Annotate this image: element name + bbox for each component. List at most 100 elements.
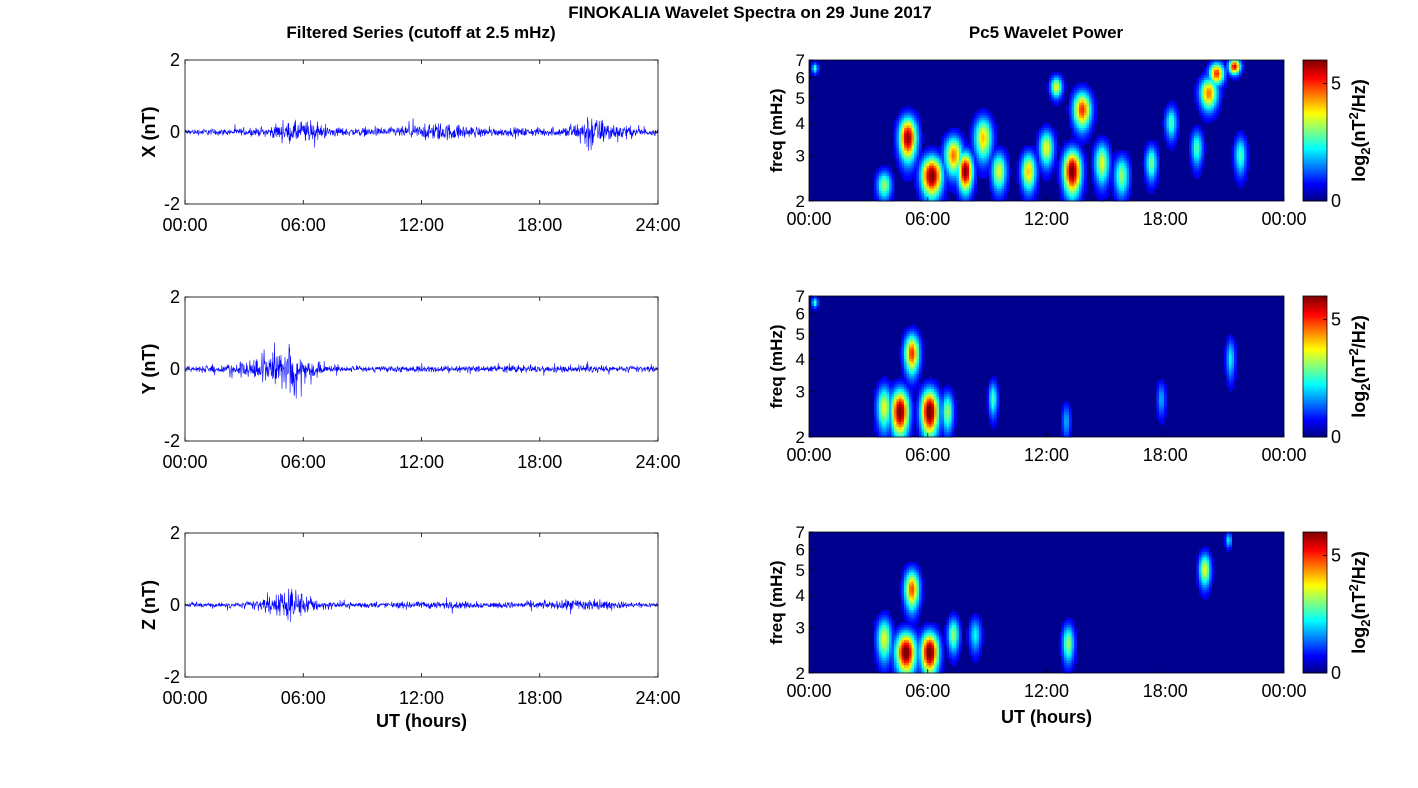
heatmap-cell (951, 130, 955, 134)
heatmap-cell (1071, 110, 1075, 114)
heatmap-cell (896, 127, 900, 131)
heatmap-cell (921, 394, 925, 398)
heatmap-cell (1071, 102, 1075, 106)
heatmap-cell (964, 195, 967, 199)
heatmap-cell (1194, 173, 1197, 177)
heatmap-cell (1209, 67, 1212, 71)
heatmap-cell (1021, 198, 1025, 202)
heatmap-cell (929, 384, 932, 388)
heatmap-cell (969, 178, 972, 182)
heatmap-cell (919, 165, 922, 169)
heatmap-cell (1089, 122, 1092, 126)
heatmap-cell (1101, 190, 1105, 194)
heatmap-cell (986, 389, 990, 393)
heatmap-cell (1056, 165, 1060, 169)
heatmap-cell (939, 158, 942, 162)
heatmap-cell (934, 148, 937, 152)
heatmap-cell (919, 363, 922, 367)
heatmap-cell (1081, 122, 1085, 126)
heatmap-cell (1126, 165, 1130, 169)
heatmap-cell (919, 394, 922, 398)
heatmap-cell (1096, 165, 1100, 169)
heatmap-cell (1051, 148, 1055, 152)
heatmap-cell (1166, 105, 1170, 109)
heatmap-cell (906, 135, 910, 139)
heatmap-cell (1074, 120, 1077, 124)
heatmap-cell (879, 173, 882, 177)
heatmap-cell (1056, 163, 1060, 167)
heatmap-cell (946, 140, 950, 144)
heatmap-cell (1171, 110, 1175, 114)
heatmap-cell (1234, 371, 1237, 375)
heatmap-cell (946, 168, 950, 172)
heatmap-cell (934, 163, 937, 167)
heatmap-cell (931, 429, 935, 433)
heatmap-cell (926, 421, 930, 425)
heatmap-cell (971, 195, 975, 199)
heatmap-cell (1084, 120, 1087, 124)
heatmap-cell (1159, 401, 1162, 405)
heatmap-cell (986, 125, 990, 129)
heatmap-cell (916, 120, 920, 124)
heatmap-cell (1201, 130, 1205, 134)
heatmap-cell (1206, 547, 1210, 551)
heatmap-cell (1119, 150, 1122, 154)
heatmap-cell (996, 198, 1000, 202)
heatmap-cell (1054, 148, 1057, 152)
heatmap-cell (1204, 584, 1207, 588)
heatmap-cell (929, 416, 932, 420)
heatmap-cell (901, 399, 905, 403)
heatmap-cell (879, 411, 882, 415)
heatmap-cell (1069, 198, 1072, 202)
heatmap-cell (916, 175, 920, 179)
heatmap-cell (1111, 180, 1115, 184)
heatmap-cell (1094, 163, 1097, 167)
heatmap-cell (1046, 150, 1050, 154)
heatmap-cell (1059, 155, 1062, 159)
heatmap-cell (1196, 107, 1200, 111)
x-tick-label: 06:00 (281, 452, 326, 472)
heatmap-cell (904, 594, 907, 598)
heatmap-cell (884, 406, 887, 410)
heatmap-cell (954, 424, 957, 428)
heatmap-cell (916, 426, 920, 430)
heatmap-cell (901, 122, 905, 126)
heatmap-cell (906, 122, 910, 126)
heatmap-cell (914, 155, 917, 159)
heatmap-cell (919, 358, 922, 362)
heatmap-cell (886, 406, 890, 410)
heatmap-cell (899, 419, 902, 423)
x-tick-label: 18:00 (1143, 209, 1188, 229)
heatmap-cell (1076, 148, 1080, 152)
heatmap-cell (1076, 198, 1080, 202)
heatmap-cell (999, 153, 1002, 157)
heatmap-cell (1059, 183, 1062, 187)
heatmap-cell (916, 127, 920, 131)
heatmap-cell (931, 426, 935, 430)
heatmap-cell (1119, 180, 1122, 184)
heatmap-cell (934, 379, 937, 383)
heatmap-cell (1031, 173, 1035, 177)
heatmap-cell (909, 168, 912, 172)
heatmap-cell (934, 155, 937, 159)
heatmap-cell (1156, 401, 1160, 405)
heatmap-cell (1201, 579, 1205, 583)
heatmap-cell (924, 155, 927, 159)
heatmap-cell (1109, 160, 1112, 164)
heatmap-cell (891, 391, 895, 395)
heatmap-cell (909, 173, 912, 177)
heatmap-cell (1051, 155, 1055, 159)
heatmap-cell (1001, 158, 1005, 162)
heatmap-cell (909, 584, 912, 588)
heatmap-cell (1081, 140, 1085, 144)
heatmap-cell (1201, 552, 1205, 556)
heatmap-cell (934, 416, 937, 420)
heatmap-cell (916, 328, 920, 332)
heatmap-cell (936, 399, 940, 403)
heatmap-cell (1091, 115, 1095, 119)
heatmap-cell (1024, 193, 1027, 197)
heatmap-cell (1226, 356, 1230, 360)
heatmap-cell (941, 190, 945, 194)
heatmap-cell (959, 155, 962, 159)
heatmap-cell (1071, 180, 1075, 184)
